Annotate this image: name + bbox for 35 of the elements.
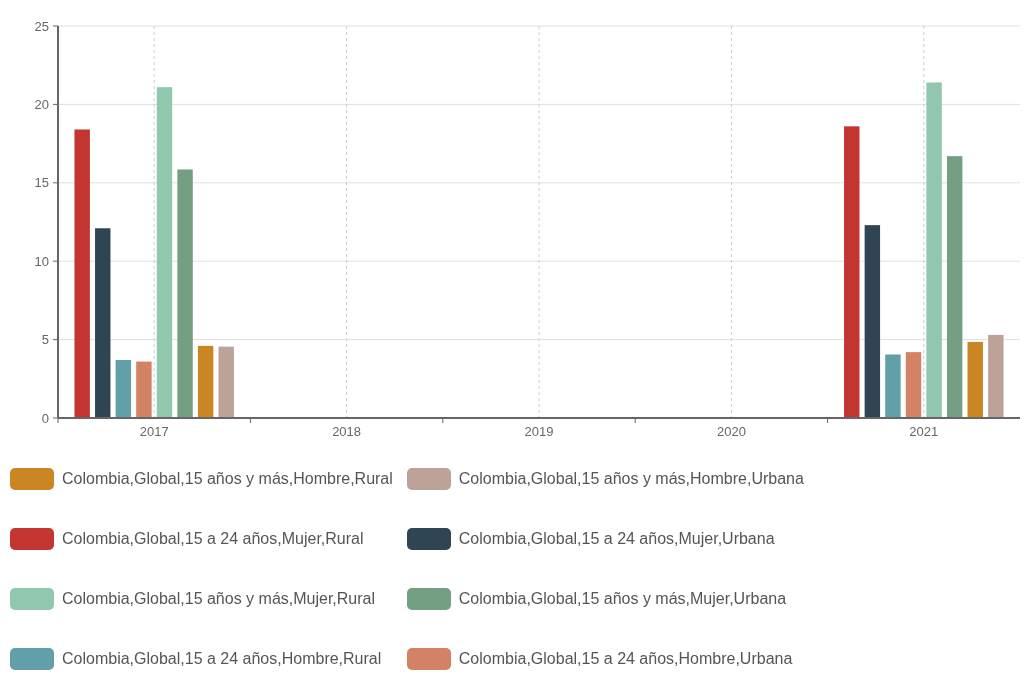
y-tick-label: 10 <box>34 253 49 269</box>
bar <box>844 126 860 418</box>
x-tick-label: 2020 <box>716 424 746 439</box>
bar <box>115 359 132 418</box>
bar <box>177 169 193 418</box>
y-tick-label: 20 <box>34 96 49 112</box>
bar <box>967 341 983 418</box>
bar <box>218 346 234 418</box>
bar <box>156 87 173 418</box>
legend-label: Colombia,Global,15 a 24 años,Mujer,Urbana <box>458 530 775 548</box>
bar <box>926 82 942 418</box>
y-tick-label: 15 <box>34 175 49 191</box>
legend-label: Colombia,Global,15 años y más,Hombre,Rural <box>62 470 393 488</box>
legend-label: Colombia,Global,15 a 24 años,Mujer,Rural <box>62 530 364 548</box>
legend-label: Colombia,Global,15 a 24 años,Hombre,Rural <box>62 650 382 668</box>
y-tick-label: 0 <box>41 410 49 426</box>
legend-label: Colombia,Global,15 años y más,Hombre,Urbana <box>458 470 804 488</box>
bar <box>905 352 922 418</box>
legend-label: Colombia,Global,15 a 24 años,Hombre,Urbana <box>458 650 793 668</box>
bar <box>95 228 111 418</box>
x-tick-label: 2019 <box>524 424 554 439</box>
y-tick-label: 5 <box>41 332 49 348</box>
bar <box>197 345 214 418</box>
x-tick-label: 2018 <box>332 424 362 439</box>
legend-label: Colombia,Global,15 años y más,Mujer,Rural <box>62 590 376 608</box>
bar <box>136 361 152 418</box>
bar <box>885 354 901 418</box>
bar <box>988 334 1004 418</box>
x-tick-label: 2021 <box>909 424 939 439</box>
bar <box>864 225 881 418</box>
bar <box>946 156 963 418</box>
bar <box>74 129 90 418</box>
y-tick-label: 25 <box>34 18 49 34</box>
legend-label: Colombia,Global,15 años y más,Mujer,Urbana <box>458 590 787 608</box>
x-tick-label: 2017 <box>139 424 169 439</box>
